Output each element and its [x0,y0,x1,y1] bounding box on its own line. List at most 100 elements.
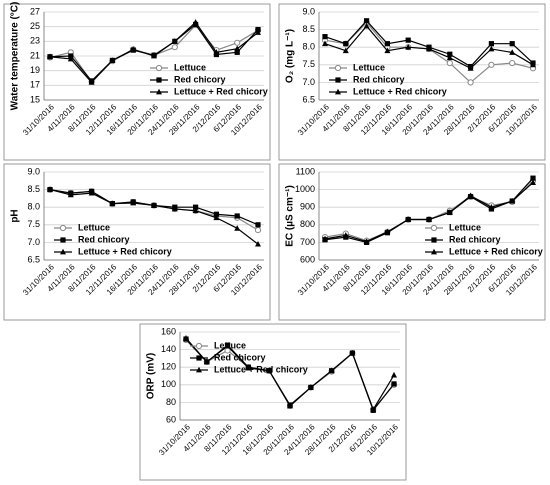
marker [343,41,349,47]
legend-swatch [60,248,66,255]
marker [234,39,241,46]
marker [426,216,432,222]
marker [530,179,536,185]
marker [391,371,397,378]
y-tick-label: 8.5 [27,184,40,194]
marker [224,342,231,349]
y-tick-label: 19 [30,65,40,75]
marker [255,222,261,228]
y-tick-label: 6.5 [27,254,40,264]
legend-swatch [334,64,342,72]
legend-swatch [430,224,438,232]
legend-swatch [195,342,203,350]
marker [426,45,432,52]
y-tick-label: 100 [161,379,176,389]
y-tick-label: 1000 [295,184,315,194]
y-axis-label: O₂ (mg L⁻¹) [285,29,296,83]
marker [234,213,240,219]
marker [183,334,189,341]
y-axis-label: pH [10,209,21,222]
marker [467,65,474,71]
marker [370,406,377,412]
marker [307,384,314,390]
y-tick-label: 15 [30,94,40,104]
legend-label: Lettuce + Red chicory [449,246,543,256]
legend-swatch [59,224,67,232]
marker [384,41,390,47]
marker [446,209,453,215]
legend-label: Red chicory [353,74,405,84]
y-tick-label: 160 [161,326,176,336]
y-tick-label: 7.5 [27,219,40,229]
y-tick-label: 700 [300,237,315,247]
marker [328,367,335,374]
legend-label: Lettuce + Red chicory [78,246,172,256]
y-tick-label: 900 [300,202,315,212]
legend-label: Lettuce + Red chicory [214,364,308,374]
chart-panel: 6.57.07.58.08.59.0pH31/10/20164/11/20168… [3,163,271,321]
marker [322,235,328,242]
marker [405,37,411,43]
marker [322,40,328,47]
marker [130,46,137,52]
marker [363,22,370,29]
marker [203,358,210,365]
legend-label: Lettuce [78,222,110,232]
legend-label: Lettuce [174,62,206,72]
legend-swatch [196,355,202,361]
y-tick-label: 6.5 [302,94,315,104]
y-tick-label: 60 [166,414,176,424]
legend-swatch [156,77,162,83]
marker [192,19,199,25]
legend-swatch [431,248,437,255]
marker [109,200,116,207]
legend-swatch [335,88,341,95]
y-axis-label: Water temperature (°C) [10,2,21,111]
y-tick-label: 8.0 [302,42,315,52]
marker [47,186,53,192]
y-tick-label: 9.0 [302,6,315,16]
y-tick-label: 9.0 [27,166,40,176]
y-tick-label: 21 [30,50,40,60]
marker [446,59,453,67]
legend-label: Lettuce + Red chicory [174,86,268,96]
marker [287,402,293,409]
y-tick-label: 17 [30,80,40,90]
legend-label: Lettuce [214,340,246,350]
marker [384,228,391,235]
legend-label: Red chicory [214,352,266,362]
y-tick-label: 600 [300,254,315,264]
marker [488,204,495,210]
marker [467,192,474,199]
marker [322,34,328,40]
marker [488,41,494,47]
marker [342,47,349,54]
marker [391,381,397,387]
marker [234,225,241,231]
marker [67,55,74,62]
marker [245,364,252,371]
marker [151,202,157,208]
y-tick-label: 23 [30,36,40,46]
marker [530,175,536,181]
marker [446,54,453,61]
y-tick-label: 7.5 [302,59,315,69]
y-axis-label: ORP (mV) [146,353,157,400]
marker [349,349,356,356]
marker [171,44,178,51]
marker [467,79,474,86]
y-tick-label: 800 [300,219,315,229]
y-tick-label: 27 [30,6,40,16]
marker [254,226,262,234]
marker [447,51,453,57]
marker [151,52,157,59]
marker [213,49,220,55]
marker [193,204,199,210]
y-axis-label: EC (µS cm⁻¹) [285,185,296,247]
legend-swatch [196,366,202,373]
marker [88,79,95,85]
marker [213,211,219,217]
marker [171,205,178,212]
legend-swatch [155,64,163,72]
y-tick-label: 7.0 [27,237,40,247]
